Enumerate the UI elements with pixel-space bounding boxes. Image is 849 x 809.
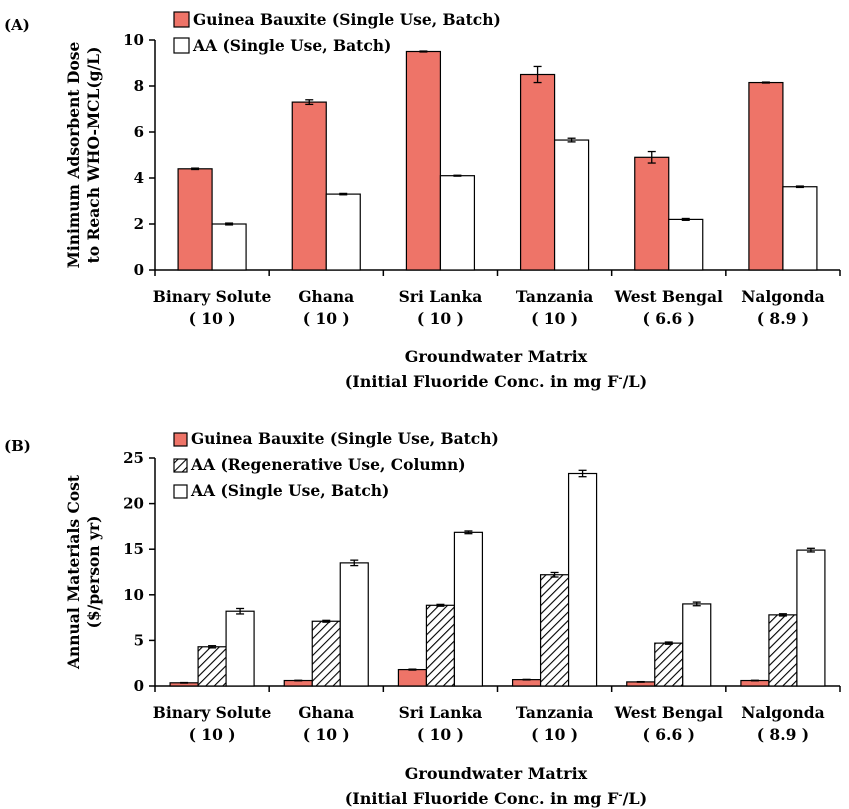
panel-b-label: (B) — [4, 437, 31, 455]
panel-a-y-tick-label: 4 — [134, 169, 144, 187]
panel-a-category-label: Binary Solute — [153, 287, 272, 306]
panel-a-plot-area: 0 2 4 6 8 10 Binary Solute ( 10 ) Ghana ( 10 ) Sri… — [123, 10, 841, 328]
panel-b-x-axis-label-line2: (Initial Fluoride Conc. in mg F-/L) — [345, 789, 648, 808]
panel-b-category-label: Nalgonda — [741, 703, 824, 722]
panel-a-x-axis-label-line1: Groundwater Matrix — [405, 347, 588, 366]
panel-b-bar-none-5 — [796, 549, 826, 687]
panel-b-category-sublabel: ( 6.6 ) — [643, 725, 695, 744]
panel-a-legend-swatch — [173, 37, 190, 54]
panel-b-legend: Guinea Bauxite (Single Use, Batch) AA (Re… — [173, 429, 499, 500]
panel-a-category-label: Sri Lanka — [399, 287, 483, 306]
panel-a-bar-solid-4 — [634, 156, 670, 271]
panel-b-y-tick-label: 15 — [123, 540, 144, 558]
panel-a: (A) Minimum Adsorbent Dose to Reach WHO-… — [4, 10, 841, 391]
panel-b-y-tick-label: 5 — [134, 631, 144, 649]
panel-a-y-tick-label: 2 — [134, 215, 144, 233]
panel-a-y-tick-label: 6 — [134, 123, 144, 141]
panel-b-bar-none-3 — [567, 472, 598, 687]
panel-b-category-label: Sri Lanka — [399, 703, 483, 722]
panel-b-category-sublabel: ( 10 ) — [303, 725, 350, 744]
panel-b-legend-label: AA (Single Use, Batch) — [190, 481, 389, 500]
panel-b-y-tick-label: 25 — [123, 449, 144, 467]
panel-a-category-label: Tanzania — [516, 287, 593, 306]
panel-b-bar-hatch-0 — [197, 646, 227, 687]
panel-a-y-tick-label: 8 — [134, 77, 144, 95]
panel-b-x-axis-label-line1: Groundwater Matrix — [405, 764, 588, 783]
panel-a-category-sublabel: ( 10 ) — [531, 309, 578, 328]
panel-b: (B) Annual Materials Cost ($/person yr) … — [4, 429, 841, 808]
panel-b-bar-hatch-1 — [311, 620, 341, 687]
panel-a-category-label: Ghana — [298, 287, 354, 306]
panel-a-label: (A) — [4, 16, 30, 34]
panel-b-category-sublabel: ( 10 ) — [417, 725, 464, 744]
panel-b-bar-hatch-4 — [654, 642, 684, 687]
panel-a-bar-none-5 — [782, 186, 818, 271]
panel-a-category-label: Nalgonda — [741, 287, 824, 306]
panel-a-legend-swatch — [173, 11, 190, 28]
panel-a-x-axis-label-line2: (Initial Fluoride Conc. in mg F-/L) — [345, 372, 648, 391]
panel-b-legend-swatch — [173, 484, 188, 499]
panel-a-bar-solid-2 — [405, 50, 442, 271]
panel-a-y-axis-label: Minimum Adsorbent Dose to Reach WHO-MCL(… — [64, 42, 103, 269]
panel-b-legend-label: Guinea Bauxite (Single Use, Batch) — [191, 429, 499, 448]
panel-b-plot-area: 0 5 10 15 20 25 Binary Solute ( 10 ) Ghana ( 10 )… — [123, 429, 841, 744]
panel-b-y-axis-label: Annual Materials Cost ($/person yr) — [64, 474, 103, 670]
panel-a-category-label: West Bengal — [614, 287, 723, 306]
panel-a-legend-label: Guinea Bauxite (Single Use, Batch) — [193, 10, 501, 29]
panel-a-bar-none-3 — [553, 139, 590, 271]
panel-b-y-tick-label: 10 — [123, 586, 144, 604]
panel-b-bar-hatch-3 — [539, 574, 570, 687]
panel-b-bar-none-0 — [225, 610, 255, 687]
panel-b-y-axis-label-line1: Annual Materials Cost — [64, 474, 83, 670]
panel-a-legend: Guinea Bauxite (Single Use, Batch) AA (Si… — [173, 10, 501, 55]
panel-b-category-label: West Bengal — [614, 703, 723, 722]
panel-b-y-axis-label-line2: ($/person yr) — [84, 516, 103, 629]
panel-a-y-tick-label: 10 — [123, 31, 144, 49]
panel-b-legend-label: AA (Regenerative Use, Column) — [190, 455, 466, 474]
panel-a-category-sublabel: ( 10 ) — [417, 309, 464, 328]
panel-a-bar-none-2 — [439, 175, 476, 271]
panel-a-category-sublabel: ( 8.9 ) — [757, 309, 809, 328]
panel-a-y-tick-label: 0 — [134, 261, 144, 279]
panel-a-category-sublabel: ( 10 ) — [189, 309, 236, 328]
panel-a-category-sublabel: ( 6.6 ) — [643, 309, 695, 328]
panel-b-category-sublabel: ( 10 ) — [189, 725, 236, 744]
panel-a-bar-solid-3 — [519, 73, 556, 271]
panel-b-category-sublabel: ( 8.9 ) — [757, 725, 809, 744]
panel-b-y-tick-label: 20 — [123, 495, 144, 513]
panel-a-category-sublabel: ( 10 ) — [303, 309, 350, 328]
panel-a-y-axis-label-line2: to Reach WHO-MCL(g/L) — [84, 47, 103, 264]
panel-b-bar-none-1 — [339, 562, 369, 687]
panel-a-bar-none-1 — [325, 193, 361, 271]
panel-b-bar-solid-2 — [397, 668, 428, 687]
panel-a-bar-none-0 — [211, 223, 247, 271]
panel-b-category-label: Binary Solute — [153, 703, 272, 722]
panel-b-bar-none-2 — [453, 531, 484, 687]
panel-a-legend-label: AA (Single Use, Batch) — [192, 36, 391, 55]
panel-b-category-label: Tanzania — [516, 703, 593, 722]
panel-a-bar-solid-5 — [748, 81, 784, 271]
panel-b-category-sublabel: ( 10 ) — [531, 725, 578, 744]
panel-b-bar-solid-3 — [511, 679, 542, 687]
panel-b-legend-swatch — [173, 458, 188, 473]
panel-a-y-axis-label-line1: Minimum Adsorbent Dose — [64, 42, 83, 269]
panel-a-bar-solid-0 — [177, 168, 213, 271]
panel-b-bar-hatch-2 — [425, 604, 456, 687]
panel-b-legend-swatch — [173, 432, 188, 447]
panel-a-bar-none-4 — [668, 218, 704, 271]
panel-b-bar-none-4 — [682, 603, 712, 687]
panel-a-bar-solid-1 — [291, 101, 327, 271]
panel-b-y-tick-label: 0 — [134, 677, 144, 695]
panel-b-bar-hatch-5 — [768, 614, 798, 687]
panel-b-category-label: Ghana — [298, 703, 354, 722]
